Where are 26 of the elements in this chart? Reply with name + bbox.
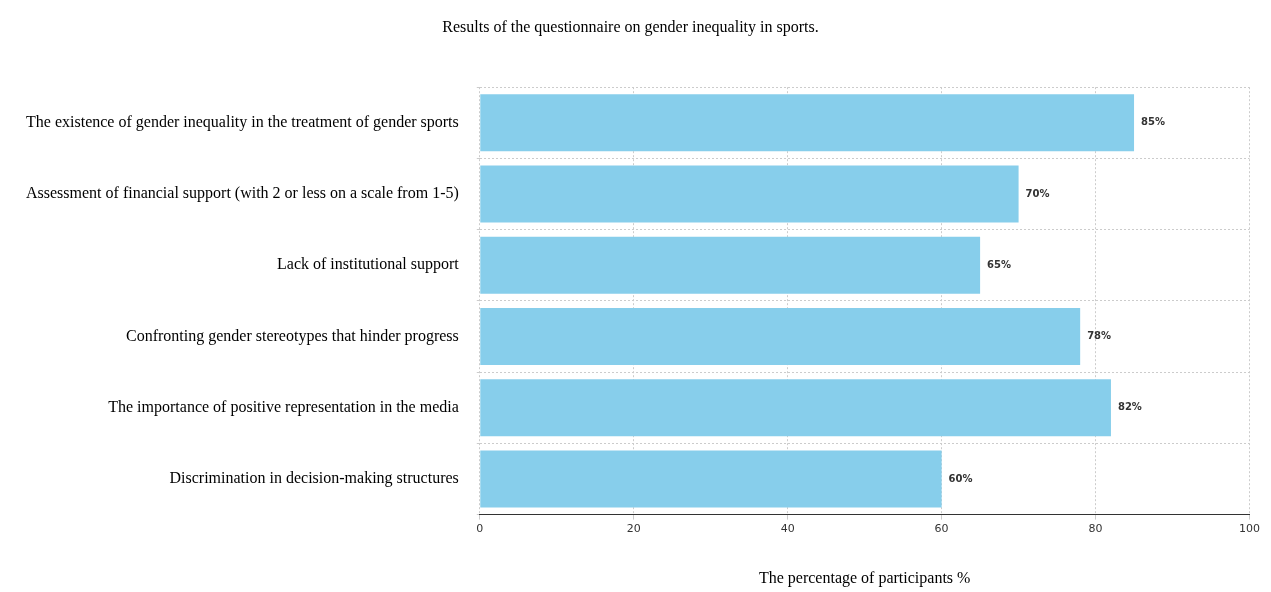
data-label: 78%	[1087, 330, 1112, 342]
x-tick-label: 60	[934, 522, 949, 536]
y-tick-label: Discrimination in decision-making structures	[169, 469, 459, 488]
x-tick-label: 40	[780, 522, 795, 536]
y-tick-label: Assessment of financial support (with 2 or less on a scale from 1-5)	[25, 184, 459, 203]
data-label: 70%	[1025, 187, 1050, 199]
y-tick-label: The existence of gender inequality in the treatment of gender sports	[26, 113, 459, 132]
data-label: 60%	[948, 472, 973, 484]
x-axis-title: The percentage of participants %	[758, 568, 971, 587]
y-tick-label: The importance of positive representation in the media	[108, 397, 459, 416]
chart-title: Results of the questionnaire on gender inequality in sports.	[442, 17, 819, 36]
x-tick-label: 80	[1088, 522, 1103, 536]
x-tick-label: 0	[476, 522, 484, 536]
bar	[480, 94, 1135, 152]
data-label: 65%	[987, 258, 1012, 270]
bar	[480, 379, 1111, 437]
data-label: 82%	[1117, 401, 1142, 413]
x-tick-label: 20	[626, 522, 641, 536]
data-label: 85%	[1141, 116, 1165, 128]
bar	[480, 308, 1081, 366]
bar	[480, 236, 981, 294]
y-tick-label: Lack of institutional support	[277, 255, 460, 274]
bar	[480, 165, 1019, 223]
bar	[480, 450, 942, 508]
y-tick-label: Confronting gender stereotypes that hinder progress	[125, 326, 459, 345]
x-tick-label: 100	[1239, 522, 1260, 536]
